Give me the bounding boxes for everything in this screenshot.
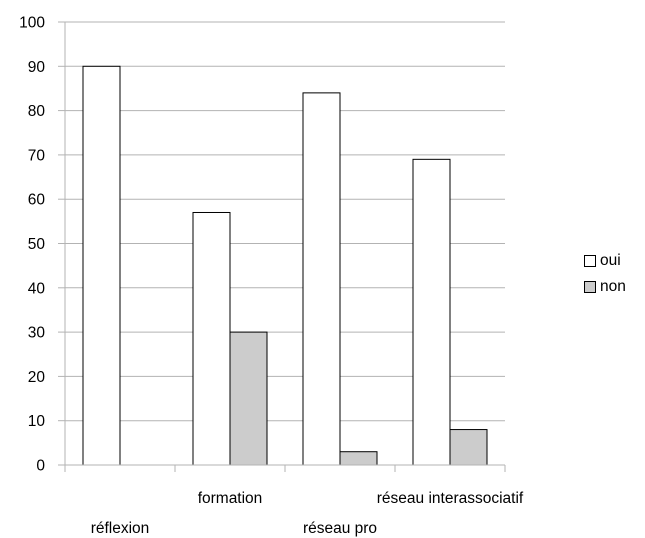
bar-non-2	[229, 331, 268, 466]
y-tick-label: 40	[28, 280, 46, 297]
y-tick-labels: 0 10 20 30 40 50 60 70 80 90 100	[19, 15, 45, 475]
legend-item-non: non	[584, 274, 626, 300]
y-tick-label: 30	[28, 325, 46, 342]
gridlines	[65, 21, 505, 422]
y-tick-label: 100	[19, 15, 45, 32]
bar-oui-2	[192, 211, 231, 466]
y-tick-label: 70	[28, 147, 46, 164]
bar-oui-3	[302, 92, 341, 466]
legend-item-oui: oui	[584, 248, 626, 274]
x-tick-label: réseau pro	[303, 520, 377, 537]
y-tick-label: 20	[28, 369, 46, 386]
y-tick-label: 50	[28, 236, 46, 253]
y-tick-label: 90	[28, 59, 46, 76]
legend-label-non: non	[600, 278, 626, 295]
bar-oui-4	[412, 158, 451, 466]
bars	[82, 65, 488, 466]
x-tick-label: réflexion	[91, 520, 150, 537]
y-tick-label: 60	[28, 192, 46, 209]
x-tick-label: formation	[198, 490, 263, 507]
axes	[58, 21, 506, 472]
y-tick-label: 0	[36, 458, 45, 475]
x-tick-label: réseau interassociatif	[377, 490, 524, 507]
bar-non-3	[339, 451, 378, 466]
y-tick-label: 10	[28, 413, 46, 430]
y-tick-label: 80	[28, 103, 46, 120]
bar-oui-1	[82, 65, 121, 466]
legend: oui non	[584, 248, 626, 300]
legend-label-oui: oui	[600, 252, 621, 269]
bar-non-4	[449, 429, 488, 466]
legend-swatch-oui	[584, 255, 596, 267]
legend-swatch-non	[584, 281, 596, 293]
